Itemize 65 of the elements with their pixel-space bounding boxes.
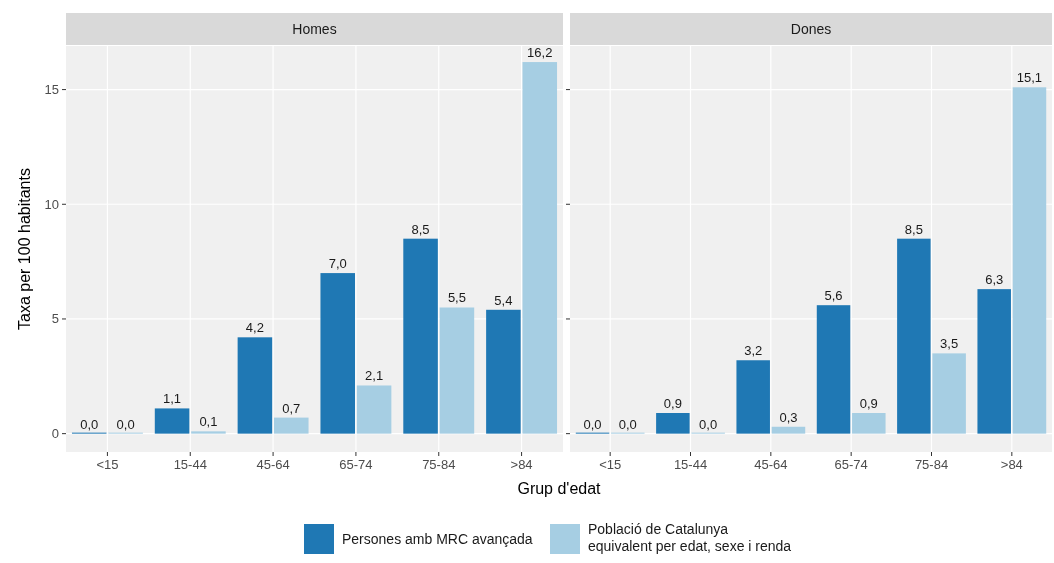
bar — [736, 360, 770, 434]
x-tick-label: 15-44 — [173, 457, 207, 472]
data-label: 0,0 — [583, 416, 602, 432]
bar — [154, 408, 190, 434]
bar — [852, 413, 886, 434]
x-tick-label: <15 — [96, 457, 119, 472]
x-tick-label: 75-84 — [422, 457, 456, 472]
x-tick-label: 75-84 — [914, 457, 949, 472]
bar — [656, 413, 690, 434]
data-label: 0,0 — [116, 416, 135, 432]
bar — [486, 309, 521, 434]
x-tick-label: <15 — [599, 457, 622, 472]
data-label: 5,6 — [824, 288, 843, 304]
x-tick-label: >84 — [1000, 457, 1023, 472]
data-label: 1,1 — [163, 391, 182, 407]
bar — [897, 238, 931, 434]
data-label: 3,5 — [940, 336, 959, 352]
data-label: 5,4 — [494, 292, 513, 308]
data-label: 0,0 — [699, 416, 718, 432]
y-tick-label: 0 — [51, 426, 59, 442]
data-label: 15,1 — [1016, 70, 1043, 86]
bar — [932, 353, 966, 434]
bar — [273, 417, 309, 434]
data-label: 0,1 — [199, 414, 218, 430]
data-label: 0,3 — [779, 409, 798, 425]
bar — [237, 337, 273, 434]
bar — [977, 289, 1011, 434]
data-label: 16,2 — [527, 45, 553, 61]
data-label: 2,1 — [365, 368, 384, 384]
chart-title: Dones — [790, 21, 832, 37]
data-label: 0,0 — [618, 416, 637, 432]
data-label: 4,2 — [245, 320, 264, 336]
legend-label: Persones amb MRC avançada — [342, 531, 533, 547]
bar — [816, 305, 851, 434]
data-label: 0,9 — [859, 396, 878, 412]
x-tick-label: 15-44 — [673, 457, 708, 472]
bar — [771, 426, 806, 434]
bar — [403, 238, 438, 434]
y-tick-label: 10 — [44, 196, 59, 212]
data-label: 0,0 — [80, 416, 99, 432]
bar — [439, 307, 475, 434]
data-label: 0,7 — [282, 400, 301, 416]
data-label: 3,2 — [744, 343, 763, 359]
data-label: 8,5 — [904, 221, 923, 237]
x-tick-label: 45-64 — [754, 457, 788, 472]
bar — [356, 385, 392, 434]
data-label: 8,5 — [411, 221, 430, 237]
x-tick-label: 65-74 — [339, 457, 373, 472]
chart-title: Homes — [292, 21, 337, 37]
data-label: 5,5 — [447, 290, 466, 306]
y-axis-title: Taxa per 100 habitants — [16, 168, 33, 330]
y-tick-label: 15 — [44, 82, 59, 98]
bar — [191, 431, 226, 434]
x-axis-title: Grup d'edat — [517, 480, 602, 497]
bar — [1012, 87, 1047, 434]
x-tick-label: 65-74 — [834, 457, 868, 472]
data-label: 7,0 — [328, 256, 347, 272]
data-label: 0,9 — [663, 396, 682, 412]
x-tick-label: 45-64 — [256, 457, 290, 472]
legend-label: Població de Catalunya equivalent per edat, sexe i renda — [588, 521, 792, 554]
x-tick-label: >84 — [510, 457, 533, 472]
bar — [320, 273, 356, 434]
data-label: 6,3 — [985, 272, 1004, 288]
bar — [522, 62, 558, 434]
y-tick-label: 5 — [51, 311, 59, 327]
